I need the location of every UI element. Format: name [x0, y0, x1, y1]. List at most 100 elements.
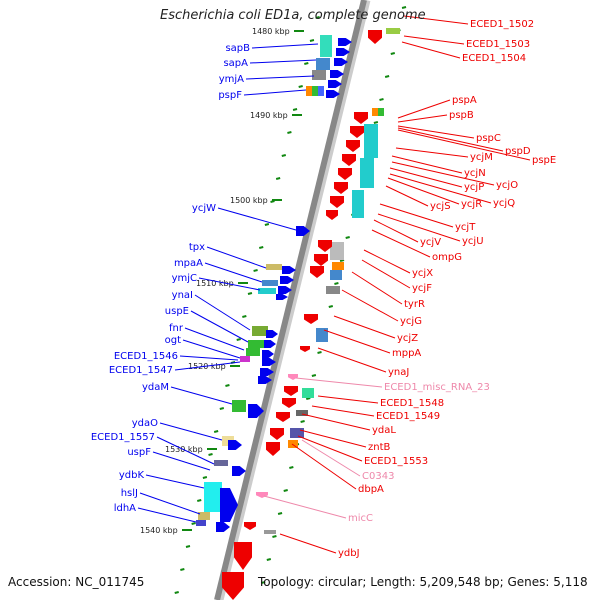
tick-mark-right: [272, 535, 277, 538]
gene-label-connector: [397, 127, 504, 152]
forward-gene-arrow: [334, 58, 348, 66]
forward-gene-arrow: [280, 276, 294, 284]
genome-backbone: [214, 0, 367, 600]
forward-gene-arrow: [266, 330, 278, 338]
tick-mark-right: [289, 466, 294, 469]
gene-label-connector: [245, 75, 315, 80]
reverse-gene-arrow: [244, 522, 256, 530]
tick-mark-right: [334, 282, 339, 285]
gene-label-connector: [379, 203, 454, 228]
tick-mark-right: [277, 512, 283, 515]
gene-feature-block: [316, 58, 330, 70]
gene-label-ydaM: ydaM: [142, 382, 169, 393]
gene-label-connector: [361, 259, 411, 289]
gene-feature-block: [318, 86, 324, 96]
gene-label-ycjW: ycjW: [192, 203, 216, 214]
gene-label-ycjZ: ycjZ: [397, 333, 418, 344]
gene-label-connector: [397, 99, 451, 119]
gene-label-mppA: mppA: [392, 348, 421, 359]
forward-gene-arrow: [232, 466, 246, 476]
gene-label-ydbK: ydbK: [119, 470, 145, 481]
tick-mark-right: [339, 259, 345, 262]
forward-gene-arrow: [282, 266, 296, 274]
gene-label-ycjS: ycjS: [430, 201, 451, 212]
gene-feature-block: [312, 86, 318, 96]
gene-label-sapB: sapB: [225, 43, 250, 54]
gene-label-connector: [217, 207, 297, 231]
ncrna-feature: [288, 374, 298, 380]
forward-gene-arrow: [326, 90, 340, 98]
gene-label-connector: [385, 185, 429, 207]
tick-mark-left: [236, 338, 241, 341]
ncrna-label-connector: [301, 439, 361, 477]
gene-feature-block: [266, 264, 282, 270]
gene-label-connector: [389, 167, 463, 188]
gene-label-connector: [251, 43, 319, 49]
topology-text: Topology: circular; Length: 5,209,548 bp…: [258, 575, 588, 589]
forward-gene-arrow: [276, 294, 288, 300]
forward-gene-arrow: [260, 368, 274, 376]
reverse-gene-arrow: [282, 398, 296, 408]
tick-mark-left: [275, 177, 281, 180]
gene-label-connector: [156, 436, 215, 465]
gene-label-connector: [139, 492, 201, 515]
gene-label-ydaO: ydaO: [132, 418, 158, 429]
reverse-gene-arrow: [284, 386, 298, 396]
reverse-gene-arrow: [354, 112, 368, 124]
tick-mark-left: [253, 269, 258, 272]
reverse-gene-arrow: [368, 30, 382, 44]
gene-label-connector: [363, 249, 411, 274]
reverse-gene-arrow: [300, 346, 310, 352]
gene-feature-block: [326, 286, 340, 294]
forward-gene-arrow: [278, 286, 292, 294]
tick-mark-left: [242, 315, 247, 318]
reverse-gene-arrow: [318, 240, 332, 252]
tick-mark-right: [379, 98, 384, 101]
gene-label-sapA: sapA: [223, 58, 248, 69]
forward-gene-arrow: [328, 80, 342, 88]
gene-label-ECED1_1548: ECED1_1548: [380, 398, 444, 409]
gene-feature-block: [248, 340, 264, 348]
gene-label-ECED1_1546: ECED1_1546: [114, 351, 178, 362]
gene-label-dbpA: dbpA: [358, 484, 384, 495]
gene-label-connector: [401, 41, 461, 59]
gene-feature-block: [264, 530, 276, 534]
tick-mark-left: [270, 200, 275, 203]
tick-mark-right: [390, 52, 396, 55]
gene-feature-block: [204, 482, 222, 512]
tick-mark-left: [309, 39, 315, 42]
tick-mark-left: [258, 246, 264, 249]
gene-feature-block: [386, 28, 400, 34]
gene-label-connector: [397, 129, 531, 161]
tick-mark-right: [283, 489, 288, 492]
gene-label-ompG: ompG: [432, 252, 462, 263]
forward-gene-arrow: [248, 404, 264, 418]
tick-mark-left: [191, 522, 196, 525]
tick-mark-left: [219, 407, 225, 410]
kbp-tick-label: 1510 kbp: [196, 279, 234, 288]
gene-label-ECED1_1553: ECED1_1553: [364, 456, 428, 467]
gene-label-ycjG: ycjG: [400, 316, 422, 327]
gene-feature-block: [196, 520, 206, 526]
gene-label-pspC: pspC: [476, 133, 501, 144]
gene-feature-block: [246, 348, 260, 356]
gene-label-connector: [184, 327, 245, 351]
gene-label-connector: [249, 59, 317, 64]
gene-label-ECED1_1547: ECED1_1547: [109, 365, 173, 376]
tick-mark-left: [225, 384, 230, 387]
gene-label-connector: [243, 89, 307, 96]
gene-label-connector: [317, 347, 387, 373]
gene-label-connector: [301, 413, 371, 431]
ncrna-label-connector: [263, 495, 347, 519]
gene-feature-block: [252, 326, 268, 336]
gene-label-ycjX: ycjX: [412, 268, 433, 279]
reverse-gene-arrow: [304, 314, 318, 324]
forward-gene-arrow: [330, 70, 344, 78]
forward-gene-arrow: [216, 522, 230, 532]
gene-label-ycjO: ycjO: [496, 180, 518, 191]
forward-gene-arrow: [228, 440, 242, 450]
tick-mark-right: [306, 397, 311, 400]
gene-label-connector: [341, 289, 399, 322]
gene-label-connector: [297, 435, 363, 462]
